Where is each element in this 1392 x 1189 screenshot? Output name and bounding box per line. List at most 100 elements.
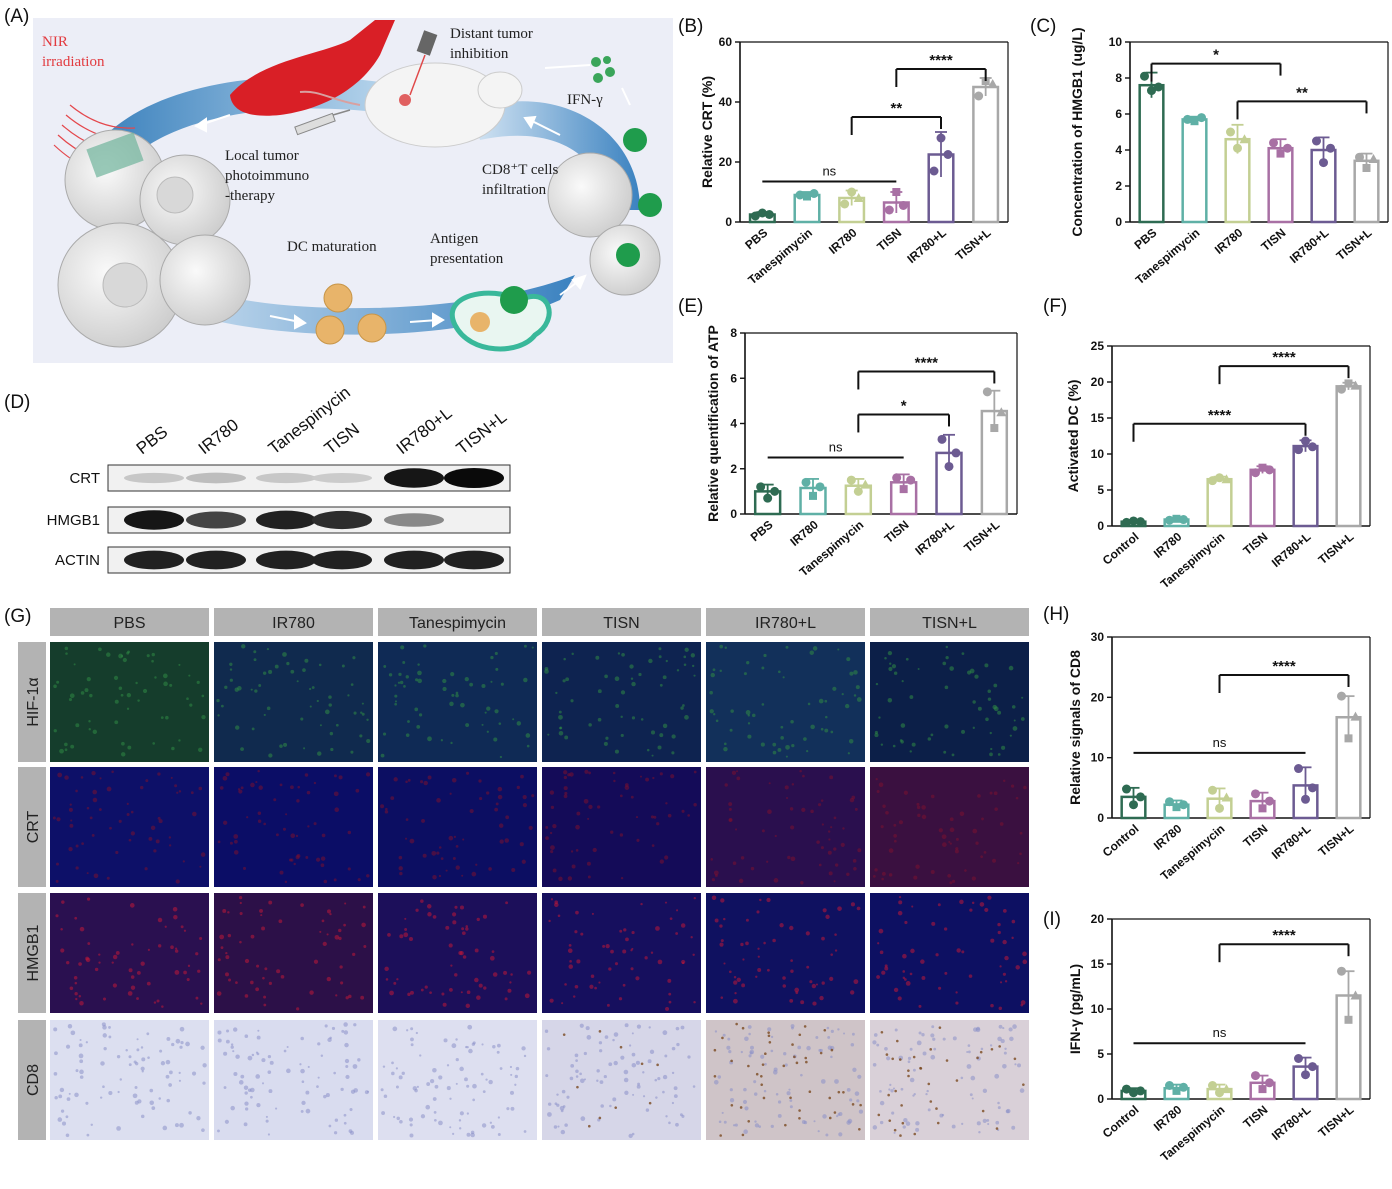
stain-speck bbox=[935, 953, 939, 957]
stain-speck bbox=[568, 944, 572, 947]
stain-speck bbox=[323, 879, 328, 884]
stain-speck bbox=[640, 902, 643, 906]
stain-speck bbox=[255, 987, 260, 992]
stain-speck bbox=[290, 785, 294, 790]
cd8-positive-speck bbox=[828, 1116, 832, 1120]
stain-speck bbox=[61, 900, 65, 904]
stain-speck bbox=[399, 1119, 403, 1124]
stain-speck bbox=[309, 705, 312, 708]
stain-speck bbox=[238, 789, 243, 794]
stain-speck bbox=[420, 1114, 426, 1119]
stain-speck bbox=[140, 1114, 145, 1119]
stain-speck bbox=[121, 741, 125, 746]
stain-speck bbox=[445, 925, 450, 930]
stain-speck bbox=[340, 981, 344, 985]
stain-speck bbox=[820, 1079, 826, 1084]
stain-speck bbox=[175, 879, 180, 884]
sig-label: ns bbox=[822, 164, 836, 179]
stain-speck bbox=[256, 1103, 261, 1108]
stain-speck bbox=[767, 968, 770, 972]
stain-speck bbox=[900, 723, 906, 728]
stain-speck bbox=[531, 794, 535, 798]
data-point bbox=[1239, 134, 1250, 144]
stain-speck bbox=[449, 987, 453, 992]
stain-speck bbox=[67, 1024, 73, 1029]
tumor-cells-icon bbox=[57, 129, 251, 348]
stain-speck bbox=[405, 733, 410, 737]
stain-speck bbox=[954, 849, 959, 854]
stain-speck bbox=[949, 827, 955, 833]
stain-speck bbox=[344, 1058, 350, 1064]
stain-speck bbox=[380, 753, 385, 758]
stain-speck bbox=[898, 895, 902, 899]
stain-speck bbox=[423, 644, 427, 648]
stain-speck bbox=[656, 822, 660, 826]
stain-speck bbox=[223, 1051, 228, 1056]
blot-band bbox=[444, 468, 504, 488]
stain-speck bbox=[120, 752, 126, 757]
stain-speck bbox=[713, 870, 719, 876]
cd8-positive-speck bbox=[735, 1022, 738, 1026]
stain-speck bbox=[588, 723, 592, 727]
y-axis-label: Activated DC (%) bbox=[1065, 380, 1081, 493]
stain-speck bbox=[523, 1130, 527, 1133]
stain-speck bbox=[450, 964, 453, 967]
stain-speck bbox=[599, 1080, 604, 1084]
stain-speck bbox=[1009, 1036, 1014, 1042]
stain-speck bbox=[137, 699, 140, 702]
stain-speck bbox=[492, 1045, 496, 1049]
stain-speck bbox=[760, 742, 765, 747]
data-point bbox=[803, 192, 811, 201]
stain-speck bbox=[418, 713, 423, 717]
stain-speck bbox=[229, 662, 233, 666]
stain-speck bbox=[790, 825, 795, 830]
stain-speck bbox=[790, 959, 793, 962]
stain-speck bbox=[160, 1061, 166, 1066]
stain-speck bbox=[396, 1116, 400, 1121]
stain-speck bbox=[528, 825, 533, 831]
stain-speck bbox=[838, 1132, 843, 1137]
stain-speck bbox=[1015, 965, 1020, 970]
stain-speck bbox=[510, 1106, 515, 1111]
stain-speck bbox=[849, 671, 854, 676]
stain-speck bbox=[363, 944, 367, 948]
stain-speck bbox=[846, 872, 850, 877]
x-category-label: IR780+L bbox=[1269, 530, 1314, 571]
stain-speck bbox=[622, 983, 626, 987]
stain-speck bbox=[652, 776, 655, 780]
stain-speck bbox=[945, 656, 949, 660]
stain-speck bbox=[219, 786, 224, 790]
stain-speck bbox=[909, 1077, 915, 1083]
stain-speck bbox=[343, 1030, 349, 1035]
stain-speck bbox=[917, 813, 921, 818]
stain-speck bbox=[893, 834, 897, 838]
stain-speck bbox=[195, 996, 199, 1000]
stain-speck bbox=[613, 1060, 618, 1066]
stain-speck bbox=[714, 874, 718, 877]
stain-speck bbox=[75, 844, 79, 848]
stain-speck bbox=[553, 1125, 558, 1129]
panel-letter-d: (D) bbox=[4, 392, 30, 413]
stain-speck bbox=[176, 791, 179, 794]
stain-speck bbox=[246, 816, 249, 819]
stain-speck bbox=[570, 850, 574, 853]
stain-speck bbox=[431, 850, 437, 856]
cd8-positive-speck bbox=[877, 1113, 881, 1117]
stain-speck bbox=[972, 828, 978, 834]
stain-speck bbox=[563, 794, 568, 799]
stain-speck bbox=[57, 772, 63, 778]
stain-speck bbox=[549, 998, 554, 1003]
stain-speck bbox=[400, 645, 405, 650]
sig-label: **** bbox=[1208, 407, 1232, 424]
stain-speck bbox=[179, 1026, 185, 1032]
stain-speck bbox=[624, 1023, 629, 1028]
sig-label: * bbox=[1213, 47, 1219, 64]
stain-speck bbox=[93, 873, 99, 879]
stain-speck bbox=[202, 1081, 206, 1085]
stain-speck bbox=[574, 984, 579, 989]
stain-speck bbox=[398, 855, 403, 860]
stain-speck bbox=[317, 1042, 321, 1046]
y-tick-label: 5 bbox=[1097, 483, 1104, 497]
stain-speck bbox=[225, 972, 229, 977]
stain-speck bbox=[334, 774, 337, 778]
